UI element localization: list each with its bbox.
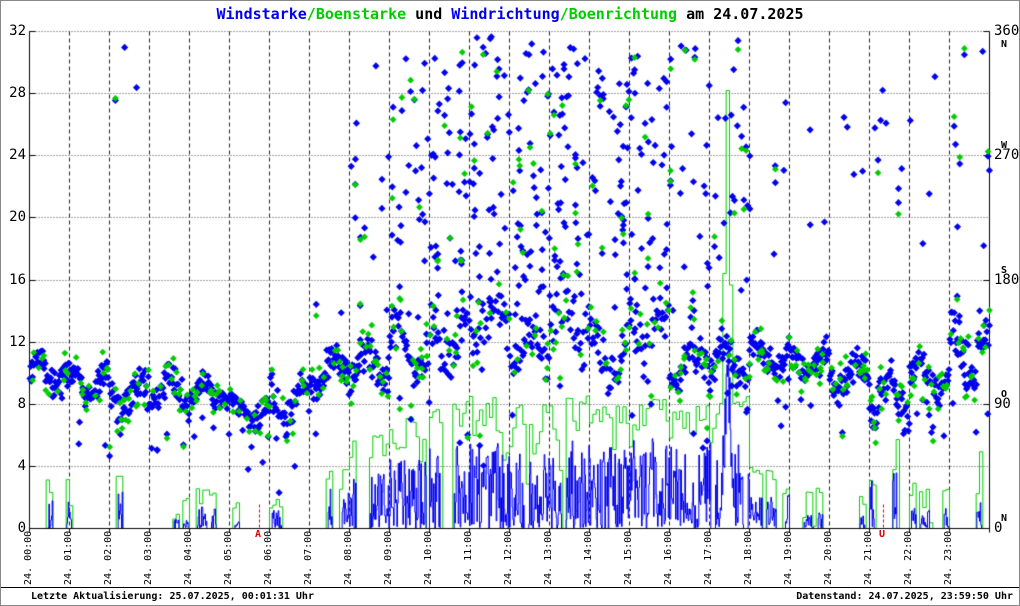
chart-title-part: / — [306, 5, 316, 23]
chart-title-part: Boenstarke — [315, 5, 407, 23]
right-axis-tick-label: 0 — [994, 520, 1003, 536]
left-axis-tick-label: 8 — [17, 395, 26, 412]
x-axis-tick-label: 24. 16:00 — [663, 530, 674, 585]
last-update-text: Letzte Aktualisierung: 25.07.2025, 00:01… — [31, 591, 314, 602]
right-axis-tick-label: 180 — [994, 271, 1020, 288]
x-axis-tick-label: 24. 00:00 — [23, 530, 34, 585]
x-axis-tick-label: 24. 08:00 — [343, 530, 354, 585]
left-axis-tick-label: 0 — [17, 520, 26, 536]
x-axis-tick-label: 24. 20:00 — [823, 530, 834, 585]
footer-divider — [1, 587, 1019, 588]
chart-title-part: am 24.07.2025 — [677, 5, 804, 23]
chart-title-part: / — [559, 5, 569, 23]
x-axis-tick-label: 24. 23:00 — [943, 530, 954, 585]
left-axis-tick-label: 16 — [9, 271, 26, 288]
chart-title-part: Windrichtung — [451, 5, 560, 23]
x-axis-tick-label: 24. 11:00 — [463, 530, 474, 585]
right-axis-compass-letter: O — [1001, 388, 1008, 400]
right-axis-tick-label: 270 — [994, 147, 1020, 164]
x-axis-tick-label: 24. 09:00 — [383, 530, 394, 585]
left-axis-tick-label: 28 — [9, 85, 26, 102]
sunset-marker-label: U — [879, 529, 886, 540]
x-axis-tick-label: 24. 18:00 — [743, 530, 754, 585]
x-axis-tick-label: 24. 14:00 — [583, 530, 594, 585]
x-axis-tick-label: 24. 15:00 — [623, 530, 634, 585]
right-axis-tick-label: 90 — [994, 395, 1011, 412]
x-axis-tick-label: 24. 06:00 — [263, 530, 274, 585]
data-state-text: Datenstand: 24.07.2025, 23:59:50 Uhr — [796, 591, 1013, 602]
sunrise-marker-label: A — [255, 529, 262, 540]
chart-title-part: Windstarke — [216, 5, 307, 23]
x-axis-tick-label: 24. 10:00 — [423, 530, 434, 585]
x-axis-tick-label: 24. 05:00 — [223, 530, 234, 585]
x-axis-tick-label: 24. 04:00 — [183, 530, 194, 585]
right-axis-compass-letter: S — [1001, 264, 1008, 276]
x-axis-tick-label: 24. 07:00 — [303, 530, 314, 585]
chart-title-part: und — [406, 5, 452, 23]
left-axis-tick-label: 12 — [9, 333, 26, 350]
x-axis-tick-label: 24. 13:00 — [543, 530, 554, 585]
right-axis-tick-label: 360 — [994, 23, 1020, 39]
x-axis-tick-label: 24. 02:00 — [103, 530, 114, 585]
x-axis-tick-label: 24. 21:00 — [863, 530, 874, 585]
right-axis-compass-letter: N — [1001, 513, 1008, 524]
right-axis-compass-letter: N — [1001, 39, 1008, 50]
left-axis-tick-label: 20 — [9, 209, 26, 226]
chart-title: Windstarke/Boenstarke und Windrichtung/B… — [1, 5, 1019, 23]
x-axis-tick-label: 24. 22:00 — [903, 530, 914, 585]
left-axis-tick-label: 4 — [17, 457, 26, 474]
x-axis-tick-label: 24. 03:00 — [143, 530, 154, 585]
x-axis-tick-label: 24. 19:00 — [783, 530, 794, 585]
x-axis-tick-label: 24. 17:00 — [703, 530, 714, 585]
left-axis-tick-label: 32 — [9, 23, 26, 39]
chart-title-part: Boenrichtung — [568, 5, 678, 23]
x-axis-tick-label: 24. 12:00 — [503, 530, 514, 585]
x-axis-tick-label: 24. 01:00 — [63, 530, 74, 585]
right-axis-compass-letter: W — [1001, 140, 1008, 152]
left-axis-tick-label: 24 — [9, 147, 26, 164]
